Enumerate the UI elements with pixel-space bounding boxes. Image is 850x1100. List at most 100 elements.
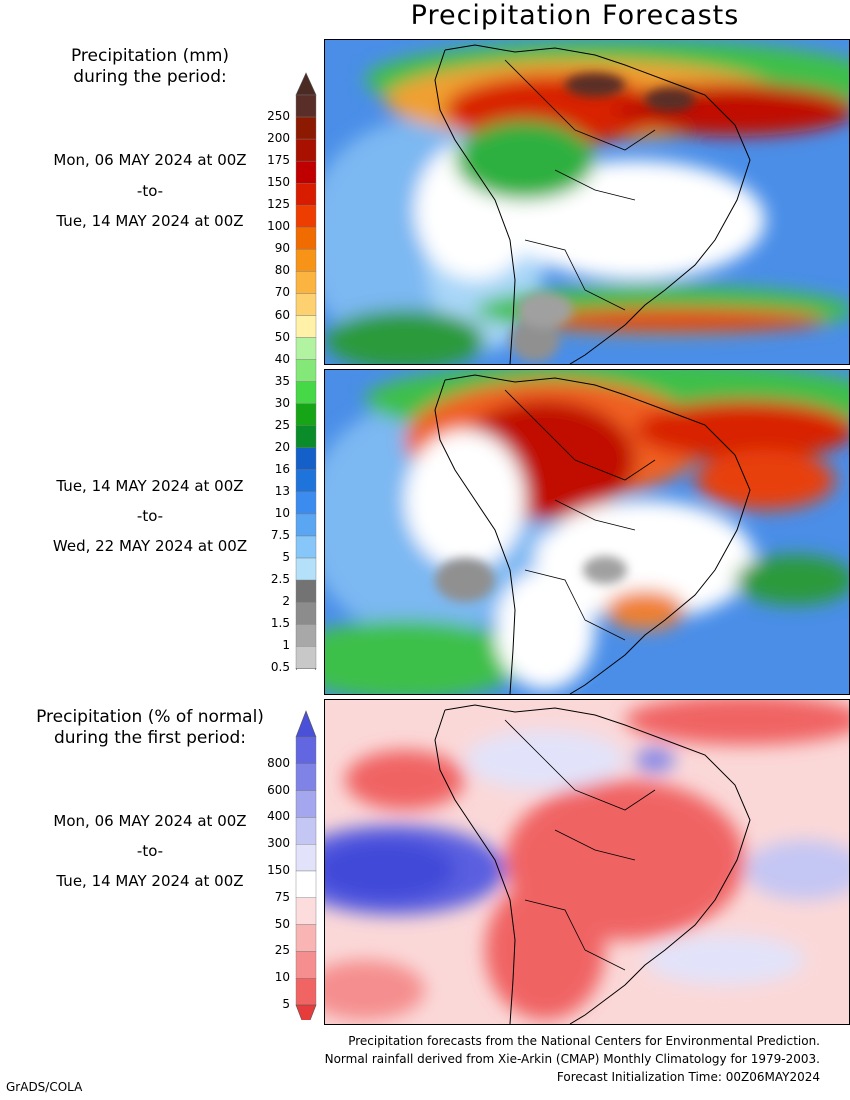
colorbar-swatch [295,403,317,426]
colorbar-top-arrow [295,72,317,96]
colorbar-swatch [295,646,317,669]
colorbar-tick-label: 50 [274,329,290,344]
colorbar-swatch [295,843,317,872]
colorbar-swatch [295,293,317,316]
coastline-1 [434,44,751,364]
colorbar-tick-label: 60 [274,307,290,322]
footnote-line2: Normal rainfall derived from Xie-Arkin (… [324,1052,820,1066]
colorbar-swatch [295,425,317,448]
precip-anomaly-map [325,700,849,1024]
legend-pct-heading-line2: during the first period: [53,728,247,748]
colorbar-tick-label: 800 [267,755,290,770]
colorbar-tick-label: 125 [267,197,290,212]
colorbar-swatch [295,182,317,206]
colorbar-swatch [295,557,317,581]
coastline-3 [434,704,751,1024]
colorbar-swatch [295,138,317,162]
footnote-line1: Precipitation forecasts from the Nationa… [348,1034,820,1048]
colorbar-swatch [295,315,317,338]
colorbar-swatch [295,447,317,471]
colorbar-swatch [295,381,317,404]
period1-end: Tue, 14 MAY 2024 at 00Z [56,212,244,230]
map-panel-period2 [324,369,850,695]
colorbar-swatch [295,790,317,818]
colorbar-swatch [295,601,317,625]
colorbar-swatch [295,337,317,360]
colorbar-mm [295,72,317,670]
colorbar-tick-label: 1 [282,638,290,653]
page-title: Precipitation Forecasts [410,0,740,31]
colorbar-swatch [295,249,317,272]
colorbar-tick-label: 2.5 [270,572,290,587]
colorbar-swatch [295,763,317,791]
colorbar-tick-label: 40 [274,351,290,366]
colorbar-swatch [295,736,317,764]
colorbar-top-arrow [295,710,317,738]
colorbar-tick-label: 25 [274,417,290,432]
legend-mm-heading-line1: Precipitation (mm) [70,46,230,66]
colorbar-swatch [295,94,317,118]
colorbar-swatch [295,624,317,647]
legend-mm-heading: Precipitation (mm) during the period: [0,46,300,88]
colorbar-tick-label: 5 [282,550,290,565]
colorbar-swatch [295,205,317,228]
colorbar-tick-label: 150 [267,863,290,877]
map-panel-period1 [324,39,850,365]
precip-map-2 [325,370,849,694]
footnote: Precipitation forecasts from the Nationa… [325,1032,820,1086]
legend-pct-heading: Precipitation (% of normal) during the f… [0,707,300,749]
colorbar-swatch [295,924,317,952]
footnote-line3: Forecast Initialization Time: 00Z06MAY20… [556,1070,820,1084]
colorbar-bottom-arrow [295,1004,317,1020]
colorbar-swatch [295,116,317,140]
colorbar-tick-label: 5 [282,997,290,1011]
colorbar-swatch [295,513,317,537]
colorbar-tick-label: 20 [274,439,290,454]
colorbar-swatch [295,579,317,603]
period2-start: Tue, 14 MAY 2024 at 00Z [56,477,244,495]
colorbar-tick-label: 150 [267,175,290,190]
colorbar-swatch [295,535,317,559]
colorbar-bottom-arrow [295,667,317,670]
colorbar-tick-label: 80 [274,263,290,278]
colorbar-swatch [295,160,317,184]
colorbar-tick-label: 600 [267,782,290,797]
legend-mm-heading-line2: during the period: [73,67,227,87]
period2-to: -to- [136,507,164,525]
colorbar-swatch [295,978,317,1006]
colorbar-tick-label: 100 [267,219,290,234]
colorbar-tick-label: 90 [274,241,290,256]
colorbar-swatch [295,491,317,515]
colorbar-tick-label: 13 [274,483,290,498]
colorbar-tick-label: 70 [274,285,290,300]
colorbar-tick-label: 25 [274,943,290,958]
colorbar-tick-label: 35 [274,373,290,388]
colorbar-tick-label: 250 [267,109,290,124]
map-panel-anomaly [324,699,850,1025]
colorbar-swatch [295,271,317,294]
period3-start: Mon, 06 MAY 2024 at 00Z [53,812,247,830]
colorbar-tick-label: 30 [274,395,290,410]
period1-to: -to- [136,182,164,200]
colorbar-tick-label: 2 [282,594,290,609]
period1-start: Mon, 06 MAY 2024 at 00Z [53,151,247,169]
coastline-2 [434,374,751,694]
period3-to: -to- [136,842,164,860]
colorbar-tick-label: 175 [267,153,290,168]
colorbar-pct [295,710,317,1020]
colorbar-tick-label: 7.5 [270,528,290,542]
colorbar-tick-label: 75 [274,889,290,904]
colorbar-tick-label: 400 [267,809,290,824]
colorbar-swatch [295,897,317,925]
colorbar-tick-label: 16 [274,461,290,476]
colorbar-tick-label: 10 [274,505,290,520]
colorbar-tick-label: 0.5 [270,660,290,675]
credit-label: GrADS/COLA [6,1080,83,1094]
colorbar-swatch [295,870,317,898]
colorbar-swatch [295,469,317,493]
colorbar-tick-label: 300 [267,836,290,851]
legend-pct-heading-line1: Precipitation (% of normal) [36,707,264,727]
period3-end: Tue, 14 MAY 2024 at 00Z [56,872,244,890]
colorbar-tick-label: 10 [274,970,290,985]
period2-end: Wed, 22 MAY 2024 at 00Z [52,537,248,555]
